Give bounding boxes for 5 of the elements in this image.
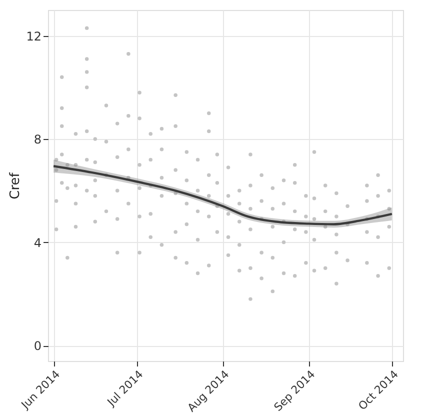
y-axis-title: Cref [8, 172, 24, 200]
y-tick-label: 4 [34, 236, 42, 250]
y-tick-label: 12 [26, 29, 42, 44]
y-tick-label: 0 [34, 339, 42, 354]
y-tick-label: 8 [34, 132, 42, 147]
